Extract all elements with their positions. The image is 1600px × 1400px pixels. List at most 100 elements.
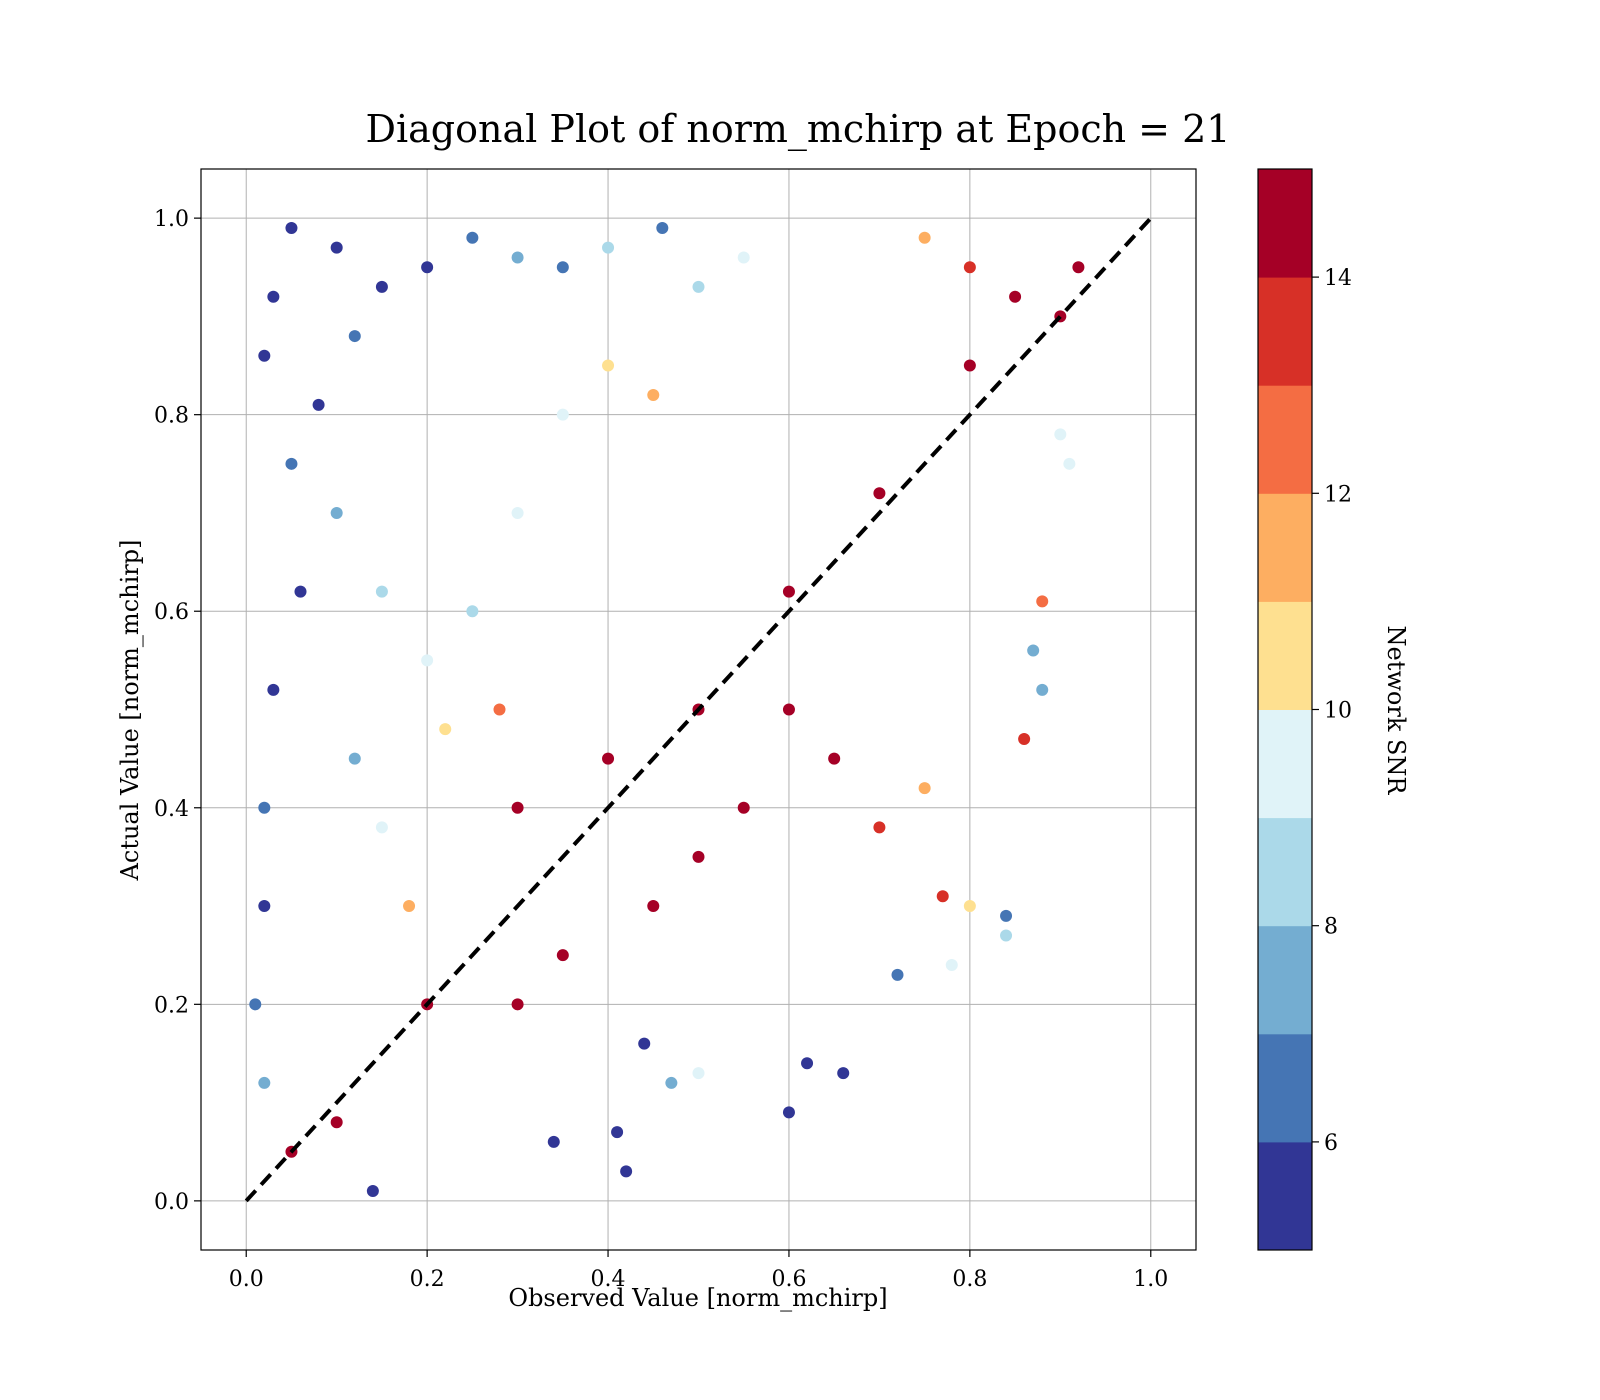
scatter-point <box>873 821 886 834</box>
scatter-point <box>330 1116 343 1129</box>
scatter-point <box>1036 683 1049 696</box>
y-tick-label: 0.0 <box>154 1190 189 1215</box>
x-tick-label: 0.6 <box>771 1267 806 1292</box>
scatter-point <box>511 801 524 814</box>
colorbar-segment <box>1258 1033 1312 1143</box>
scatter-point <box>556 261 569 274</box>
colorbar-tick-label: 8 <box>1324 915 1338 940</box>
colorbar-ticks: 6 8 10 12 14 <box>1312 266 1352 1156</box>
scatter-point <box>258 801 271 814</box>
scatter-point <box>421 654 434 667</box>
scatter-point <box>945 959 958 972</box>
scatter-point <box>285 221 298 234</box>
scatter-point <box>285 457 298 470</box>
scatter-point <box>258 349 271 362</box>
scatter-point <box>602 359 615 372</box>
scatter-point <box>312 398 325 411</box>
scatter-point <box>620 1165 633 1178</box>
scatter-point <box>466 231 479 244</box>
y-tick-label: 0.4 <box>154 797 189 822</box>
scatter-point <box>375 280 388 293</box>
scatter-point <box>782 703 795 716</box>
scatter-point <box>873 487 886 500</box>
scatter-point <box>1027 644 1040 657</box>
colorbar-segment <box>1258 817 1312 927</box>
scatter-point <box>656 221 669 234</box>
colorbar-segment <box>1258 277 1312 386</box>
scatter-point <box>737 801 750 814</box>
scatter-point <box>963 359 976 372</box>
colorbar-segment <box>1258 709 1312 819</box>
scatter-point <box>1018 732 1031 745</box>
scatter-point <box>348 752 361 765</box>
scatter-point <box>692 280 705 293</box>
y-tick-label: 0.8 <box>154 404 189 429</box>
scatter-point <box>403 900 416 913</box>
scatter-point <box>366 1185 379 1198</box>
scatter-point <box>963 261 976 274</box>
x-tick-label: 0.8 <box>952 1267 987 1292</box>
scatter-point <box>511 998 524 1011</box>
colorbar-tick-label: 10 <box>1324 699 1352 724</box>
scatter-point <box>1000 909 1013 922</box>
y-tick-label: 0.2 <box>154 993 189 1018</box>
y-axis-label: Actual Value [norm_mchirp] <box>116 540 144 882</box>
scatter-point <box>466 605 479 618</box>
scatter-point <box>837 1067 850 1080</box>
scatter-point <box>330 506 343 519</box>
scatter-point <box>1054 428 1067 441</box>
scatter-point <box>1036 595 1049 608</box>
scatter-point <box>692 1067 705 1080</box>
scatter-point <box>647 900 660 913</box>
scatter-point <box>375 821 388 834</box>
scatter-point <box>439 723 452 736</box>
scatter-point <box>330 241 343 254</box>
colorbar-tick-label: 14 <box>1324 266 1352 291</box>
scatter-point <box>421 261 434 274</box>
scatter-point <box>782 1106 795 1119</box>
scatter-point <box>267 683 280 696</box>
scatter-point <box>602 752 615 765</box>
scatter-point <box>1063 457 1076 470</box>
scatter-point <box>918 231 931 244</box>
x-axis-ticks: 0.0 0.2 0.4 0.6 0.8 1.0 <box>229 1250 1168 1292</box>
y-tick-label: 1.0 <box>154 207 189 232</box>
colorbar-segment <box>1258 493 1312 602</box>
scatter-point <box>348 330 361 343</box>
scatter-point <box>647 389 660 402</box>
scatter-point <box>511 251 524 264</box>
scatter-point <box>602 241 615 254</box>
scatter-point <box>936 890 949 903</box>
x-tick-label: 0.4 <box>591 1267 626 1292</box>
scatter-point <box>493 703 506 716</box>
scatter-point <box>918 782 931 795</box>
reference-diagonal-group <box>244 216 1153 1203</box>
scatter-point <box>963 900 976 913</box>
colorbar-segment <box>1258 385 1312 494</box>
plot-frame <box>200 168 1197 1251</box>
scatter-point <box>665 1076 678 1089</box>
colorbar <box>1258 169 1312 1251</box>
scatter-point <box>737 251 750 264</box>
scatter-point <box>547 1135 560 1148</box>
scatter-point <box>1009 290 1022 303</box>
colorbar-segment <box>1258 169 1312 278</box>
scatter-point <box>782 585 795 598</box>
scatter-point <box>258 1076 271 1089</box>
x-axis-label: Observed Value [norm_mchirp] <box>508 1284 887 1312</box>
grid-lines <box>201 169 1196 1250</box>
scatter-point <box>249 998 262 1011</box>
scatter-point <box>611 1126 624 1139</box>
scatter-point <box>294 585 307 598</box>
scatter-point <box>801 1057 814 1070</box>
scatter-point <box>692 850 705 863</box>
x-tick-label: 0.0 <box>229 1267 264 1292</box>
scatter-point <box>556 949 569 962</box>
scatter-point <box>375 585 388 598</box>
scatter-point <box>828 752 841 765</box>
scatter-point <box>267 290 280 303</box>
scatter-point <box>891 968 904 981</box>
scatter-point <box>556 408 569 421</box>
y-axis-ticks: 0.0 0.2 0.4 0.6 0.8 1.0 <box>154 207 201 1215</box>
